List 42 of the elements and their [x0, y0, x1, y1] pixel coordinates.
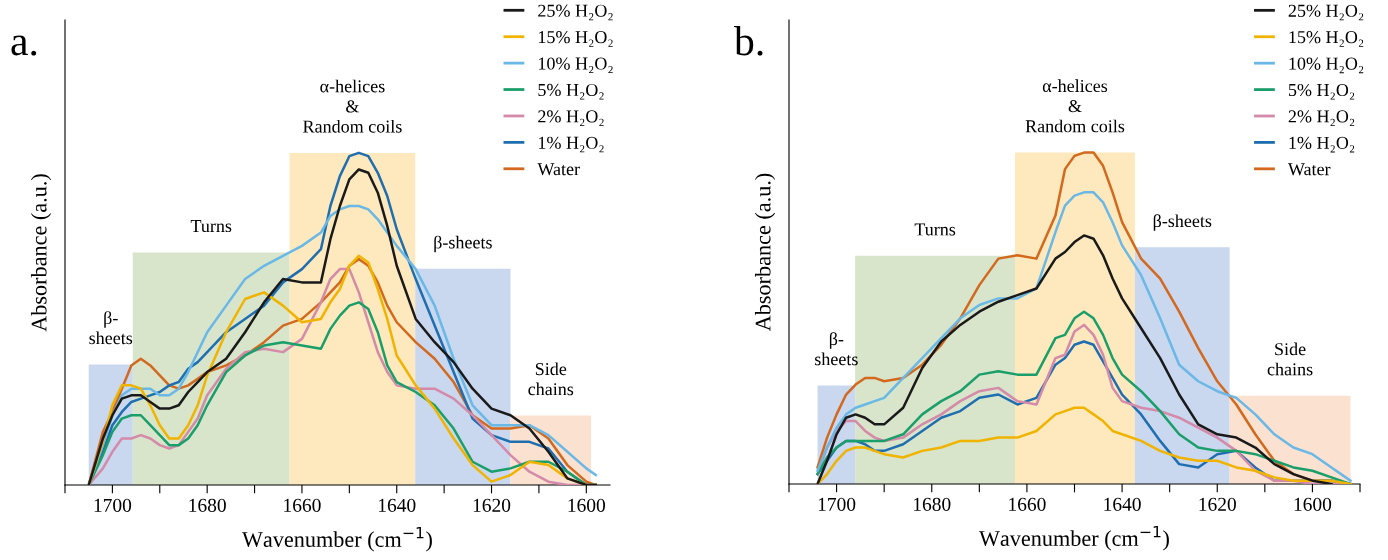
- x-tick-label: 1660: [284, 498, 321, 512]
- legend-label: Water: [537, 163, 580, 176]
- band-label: α-helices & Random coils: [1025, 79, 1125, 133]
- x-tick-label: 1680: [914, 497, 951, 511]
- band-label: β- sheets: [89, 311, 133, 345]
- legend-label: 2% H₂O₂: [1288, 110, 1355, 126]
- legend-label: Water: [1287, 163, 1331, 176]
- x-tick-label: 1600: [1294, 497, 1332, 511]
- legend-label: 15% H₂O₂: [1289, 31, 1364, 47]
- legend-label: 2% H₂O₂: [538, 110, 604, 126]
- x-tick-label: 1660: [1009, 497, 1046, 511]
- x-tick-label: 1640: [379, 498, 416, 512]
- x-tick-label: 1640: [1104, 497, 1141, 511]
- legend-label: 1% H₂O₂: [538, 136, 604, 153]
- band-label: Turns: [190, 220, 232, 233]
- band-label: Turns: [914, 223, 956, 236]
- band-label: α-helices & Random coils: [303, 79, 402, 133]
- x-axis-title: Wavenumber (cm$^{−1}$): [241, 526, 432, 552]
- band-label: β-sheets: [434, 235, 492, 253]
- x-tick-label: 1620: [1199, 497, 1236, 511]
- band-label: Side chains: [1267, 342, 1313, 376]
- legend-label: 15% H₂O₂: [538, 31, 613, 47]
- x-tick-label: 1680: [189, 498, 226, 512]
- legend-label: 10% H₂O₂: [1289, 57, 1364, 74]
- band-label: Side chains: [528, 362, 574, 396]
- band-label: β-sheets: [1153, 214, 1212, 231]
- x-tick-label: 1700: [818, 497, 856, 511]
- legend-label: 5% H₂O₂: [1288, 83, 1355, 100]
- legend-label: 25% H₂O₂: [1288, 4, 1364, 21]
- legend-label: 10% H₂O₂: [538, 57, 613, 74]
- x-tick-label: 1600: [568, 498, 606, 512]
- y-axis-title: Absorbance (a.u.): [30, 174, 52, 332]
- x-tick-label: 1620: [473, 498, 511, 512]
- x-tick-label: 1700: [94, 498, 132, 512]
- chart-title: b.: [734, 26, 763, 56]
- band-label: β- sheets: [815, 332, 858, 366]
- x-axis-title: Wavenumber (cm$^{−1}$): [978, 525, 1169, 551]
- y-axis-title: Absorbance (a.u.): [754, 173, 776, 332]
- legend-label: 5% H₂O₂: [538, 83, 604, 100]
- legend-label: 1% H₂O₂: [1289, 136, 1355, 153]
- chart-title: a.: [11, 35, 37, 56]
- legend-label: 25% H₂O₂: [538, 4, 613, 21]
